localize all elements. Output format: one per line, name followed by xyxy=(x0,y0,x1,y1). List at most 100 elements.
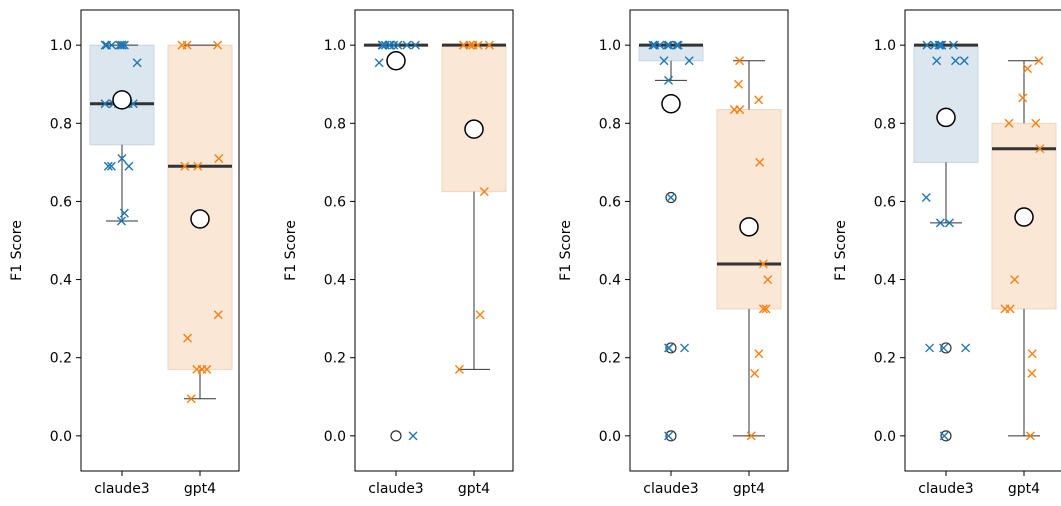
point-claude3-11 xyxy=(944,218,954,228)
point-claude3-13 xyxy=(925,343,935,353)
point-claude3-17 xyxy=(103,161,113,171)
point-gpt4-12 xyxy=(746,431,756,441)
y-tick-label: 0.2 xyxy=(874,351,896,367)
outlier-claude3-0 xyxy=(665,191,677,204)
x-tick-label-gpt4: gpt4 xyxy=(184,481,216,497)
point-claude3-14 xyxy=(961,343,971,353)
point-claude3-14 xyxy=(117,153,127,163)
point-claude3-8 xyxy=(959,56,969,66)
point-gpt4-6 xyxy=(213,310,223,320)
x-tick-label-gpt4: gpt4 xyxy=(1008,481,1040,497)
point-gpt4-10 xyxy=(754,349,764,359)
point-claude3-11 xyxy=(408,431,418,441)
point-gpt4-4 xyxy=(180,161,190,171)
y-tick-label: 0.4 xyxy=(599,273,621,289)
point-claude3-5 xyxy=(948,40,958,50)
point-claude3-6 xyxy=(950,56,960,66)
point-gpt4-3 xyxy=(458,40,468,50)
point-claude3-1 xyxy=(934,40,944,50)
point-gpt4-1 xyxy=(484,40,494,50)
point-claude3-5 xyxy=(117,40,127,50)
point-gpt4-1 xyxy=(177,40,187,50)
y-tick-label: 1.0 xyxy=(874,38,896,54)
point-claude3-7 xyxy=(132,58,142,68)
mean-marker-claude3 xyxy=(112,90,132,110)
point-gpt4-10 xyxy=(202,364,212,374)
point-claude3-6 xyxy=(672,40,682,50)
y-tick-label: 1.0 xyxy=(324,38,346,54)
point-gpt4-5 xyxy=(755,157,765,167)
y-tick-label: 0.2 xyxy=(599,351,621,367)
chart-panel-2: 0.0 0.2 0.4 0.6 0.8 1.0 claude3 gpt4 F1 Score xyxy=(283,9,514,497)
mean-marker-gpt4 xyxy=(464,119,484,139)
point-gpt4-8 xyxy=(454,364,464,374)
point-gpt4-1 xyxy=(733,79,743,89)
point-claude3-4 xyxy=(937,40,947,50)
point-gpt4-4 xyxy=(1031,118,1041,128)
point-gpt4-7 xyxy=(763,275,773,285)
point-gpt4-11 xyxy=(750,368,760,378)
y-tick-label: 0.4 xyxy=(324,273,346,289)
y-tick-label: 1.0 xyxy=(599,38,621,54)
point-claude3-9 xyxy=(385,40,395,50)
y-tick-label: 0.4 xyxy=(874,273,896,289)
point-gpt4-2 xyxy=(754,95,764,105)
y-tick-label: 0.6 xyxy=(874,194,896,210)
mean-marker-claude3 xyxy=(661,94,681,114)
point-claude3-1 xyxy=(410,40,420,50)
x-tick-label-claude3: claude3 xyxy=(643,481,698,497)
y-tick-label: 0.4 xyxy=(50,273,72,289)
outlier-claude3-1 xyxy=(940,430,952,442)
chart-panel-1: 0.0 0.2 0.4 0.6 0.8 1.0 claude3 gpt4 F1 Score xyxy=(9,9,240,497)
point-claude3-3 xyxy=(648,40,658,50)
outlier-claude3-2 xyxy=(665,430,677,442)
y-axis-label: F1 Score xyxy=(283,220,299,281)
point-gpt4-5 xyxy=(1035,144,1045,154)
y-axis-label: F1 Score xyxy=(9,220,25,281)
x-tick-label-gpt4: gpt4 xyxy=(458,481,490,497)
point-gpt4-5 xyxy=(465,40,475,50)
y-tick-label: 0.6 xyxy=(599,194,621,210)
point-gpt4-3 xyxy=(214,153,224,163)
point-claude3-0 xyxy=(922,40,932,50)
point-gpt4-0 xyxy=(1034,56,1044,66)
point-gpt4-2 xyxy=(1018,93,1028,103)
point-claude3-9 xyxy=(921,193,931,203)
axes-frame xyxy=(904,9,1061,472)
outlier-claude3-1 xyxy=(665,342,677,354)
y-tick-label: 0.2 xyxy=(324,351,346,367)
point-claude3-4 xyxy=(115,40,125,50)
point-gpt4-10 xyxy=(1027,368,1037,378)
y-tick-label: 0.8 xyxy=(874,116,896,132)
y-axis-label: F1 Score xyxy=(558,220,574,281)
y-tick-label: 0.8 xyxy=(50,116,72,132)
point-claude3-12 xyxy=(680,343,690,353)
y-tick-label: 0.8 xyxy=(324,116,346,132)
mean-marker-gpt4 xyxy=(739,217,759,237)
mean-marker-gpt4 xyxy=(190,209,210,229)
point-claude3-10 xyxy=(666,193,676,203)
point-claude3-3 xyxy=(930,40,940,50)
point-claude3-10 xyxy=(935,218,945,228)
point-claude3-18 xyxy=(119,208,129,218)
point-gpt4-0 xyxy=(735,56,745,66)
mean-marker-claude3 xyxy=(936,107,956,128)
point-claude3-19 xyxy=(116,216,126,226)
y-tick-label: 0.6 xyxy=(50,194,72,210)
point-gpt4-7 xyxy=(183,333,193,343)
point-claude3-16 xyxy=(124,161,134,171)
x-tick-label-claude3: claude3 xyxy=(918,481,973,497)
y-axis-label: F1 Score xyxy=(833,220,849,281)
point-claude3-3 xyxy=(107,40,117,50)
x-tick-label-claude3: claude3 xyxy=(368,481,423,497)
box-gpt4 xyxy=(167,44,233,370)
point-gpt4-8 xyxy=(761,304,771,314)
point-claude3-15 xyxy=(939,431,949,441)
point-gpt4-3 xyxy=(1004,118,1014,128)
point-claude3-8 xyxy=(659,56,669,66)
outlier-claude3-0 xyxy=(390,430,402,442)
point-gpt4-11 xyxy=(1025,431,1035,441)
point-claude3-4 xyxy=(662,40,672,50)
point-claude3-13 xyxy=(664,343,674,353)
